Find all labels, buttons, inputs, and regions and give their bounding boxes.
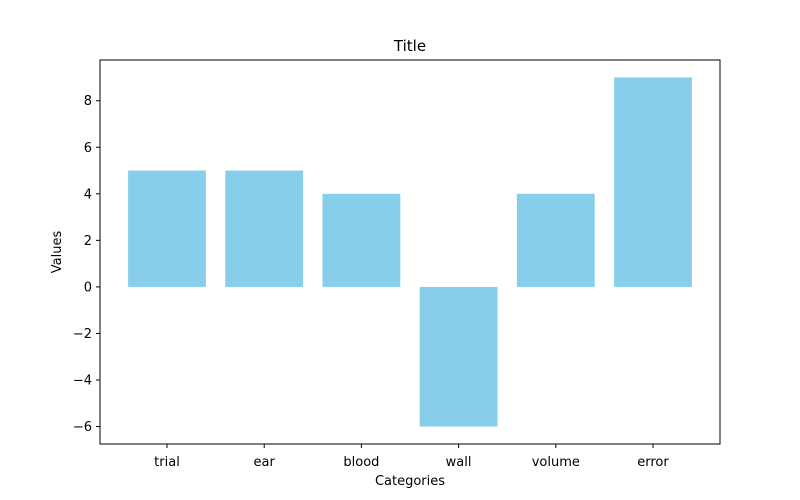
chart-title: Title bbox=[393, 37, 426, 55]
y-tick-label: 0 bbox=[84, 280, 92, 295]
y-tick-label: 2 bbox=[84, 234, 92, 249]
y-axis-label: Values bbox=[50, 231, 65, 274]
bar-wall bbox=[419, 286, 498, 427]
y-tick-label: 6 bbox=[84, 141, 92, 156]
y-tick-label: 8 bbox=[84, 94, 92, 109]
x-tick-label: volume bbox=[532, 455, 580, 470]
y-tick-label: −4 bbox=[73, 374, 92, 389]
x-tick-label: blood bbox=[343, 455, 379, 470]
y-tick-label: 4 bbox=[84, 187, 92, 202]
x-axis-label: Categories bbox=[375, 474, 445, 489]
bar-volume bbox=[516, 193, 595, 287]
y-tick-label: −2 bbox=[73, 327, 92, 342]
bars-layer bbox=[128, 77, 692, 427]
x-tick-label: error bbox=[637, 455, 669, 470]
bar-blood bbox=[322, 193, 401, 287]
bar-ear bbox=[225, 170, 304, 287]
x-axis-ticks: trial ear blood wall volume error bbox=[154, 444, 669, 470]
x-tick-label: ear bbox=[254, 455, 276, 470]
bar-trial bbox=[128, 170, 206, 287]
bar-error bbox=[614, 77, 692, 287]
y-axis-ticks: −6 −4 −2 0 2 4 6 8 bbox=[73, 94, 100, 435]
x-tick-label: trial bbox=[154, 455, 180, 470]
y-tick-label: −6 bbox=[73, 420, 92, 435]
plot-frame bbox=[99, 59, 721, 445]
x-tick-label: wall bbox=[446, 455, 472, 470]
